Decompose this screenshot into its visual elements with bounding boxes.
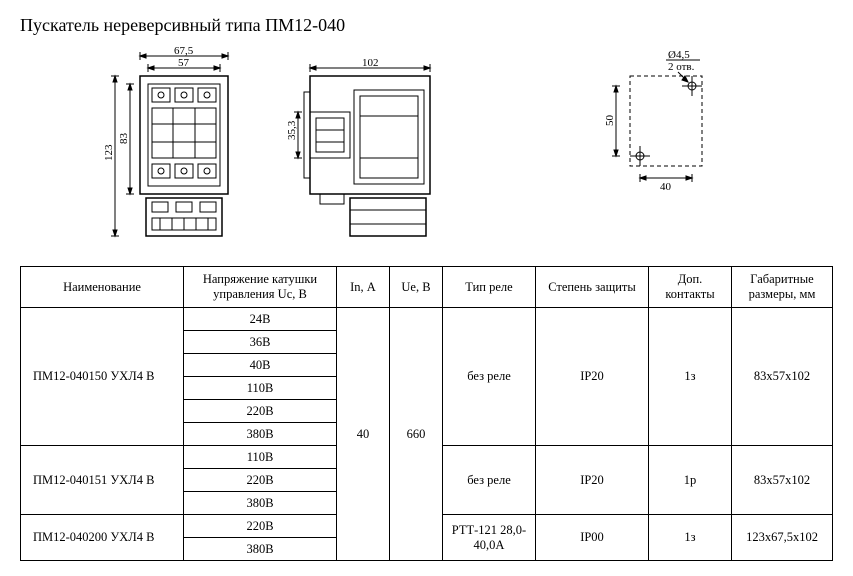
dim-102: 102 <box>362 57 379 69</box>
th-relay: Тип реле <box>443 267 536 308</box>
dim-83: 83 <box>118 133 130 145</box>
cell-voltage: 380В <box>184 492 337 515</box>
dim-35-3: 35,3 <box>286 120 298 140</box>
side-view-drawing: 102 35,3 <box>280 46 440 251</box>
th-in: In, А <box>337 267 390 308</box>
cell-voltage: 36В <box>184 331 337 354</box>
cell-dims: 83х57х102 <box>732 446 833 515</box>
side-view-svg: 102 35,3 <box>280 46 440 246</box>
cell-dims: 123х67,5х102 <box>732 515 833 561</box>
cell-relay: без реле <box>443 308 536 446</box>
front-view-svg: 67,5 57 123 83 <box>100 46 250 246</box>
mounting-svg: Ø4,5 2 отв. 5 <box>590 46 740 206</box>
th-ip: Степень защиты <box>536 267 649 308</box>
cell-relay: без реле <box>443 446 536 515</box>
table-header-row: Наименование Напряжение катушки управлен… <box>21 267 833 308</box>
cell-aux: 1р <box>649 446 732 515</box>
th-dims: Габаритные размеры, мм <box>732 267 833 308</box>
cell-voltage: 110В <box>184 377 337 400</box>
cell-voltage: 220В <box>184 469 337 492</box>
front-view-drawing: 67,5 57 123 83 <box>100 46 250 251</box>
dim-123: 123 <box>103 144 115 161</box>
spec-table: Наименование Напряжение катушки управлен… <box>20 266 833 561</box>
th-aux: Доп. контакты <box>649 267 732 308</box>
cell-relay: РТТ-121 28,0-40,0А <box>443 515 536 561</box>
dim-57: 57 <box>178 57 190 69</box>
th-name: Наименование <box>21 267 184 308</box>
cell-ip: IP00 <box>536 515 649 561</box>
cell-voltage: 40В <box>184 354 337 377</box>
cell-ue: 660 <box>390 308 443 561</box>
cell-name: ПМ12-040200 УХЛ4 В <box>21 515 184 561</box>
cell-voltage: 220В <box>184 515 337 538</box>
drawings-container: 67,5 57 123 83 <box>100 46 833 251</box>
cell-aux: 1з <box>649 515 732 561</box>
cell-voltage: 110В <box>184 446 337 469</box>
dim-67-5: 67,5 <box>174 46 194 57</box>
table-row: ПМ12-040150 УХЛ4 В 24В 40 660 без реле I… <box>21 308 833 331</box>
cell-voltage: 380В <box>184 538 337 561</box>
cell-name: ПМ12-040151 УХЛ4 В <box>21 446 184 515</box>
cell-name: ПМ12-040150 УХЛ4 В <box>21 308 184 446</box>
cell-ip: IP20 <box>536 308 649 446</box>
cell-dims: 83х57х102 <box>732 308 833 446</box>
dim-hole-note: 2 отв. <box>668 61 695 73</box>
th-uc: Напряжение катушки управления Uc, В <box>184 267 337 308</box>
mounting-drawing: Ø4,5 2 отв. 5 <box>590 46 740 211</box>
page-title: Пускатель нереверсивный типа ПМ12-040 <box>20 15 833 36</box>
th-ue: Ue, В <box>390 267 443 308</box>
dim-50: 50 <box>604 115 616 127</box>
cell-aux: 1з <box>649 308 732 446</box>
dim-40: 40 <box>660 181 672 193</box>
cell-in: 40 <box>337 308 390 561</box>
cell-ip: IP20 <box>536 446 649 515</box>
cell-voltage: 220В <box>184 400 337 423</box>
cell-voltage: 24В <box>184 308 337 331</box>
cell-voltage: 380В <box>184 423 337 446</box>
dim-hole-diam: Ø4,5 <box>668 49 690 61</box>
